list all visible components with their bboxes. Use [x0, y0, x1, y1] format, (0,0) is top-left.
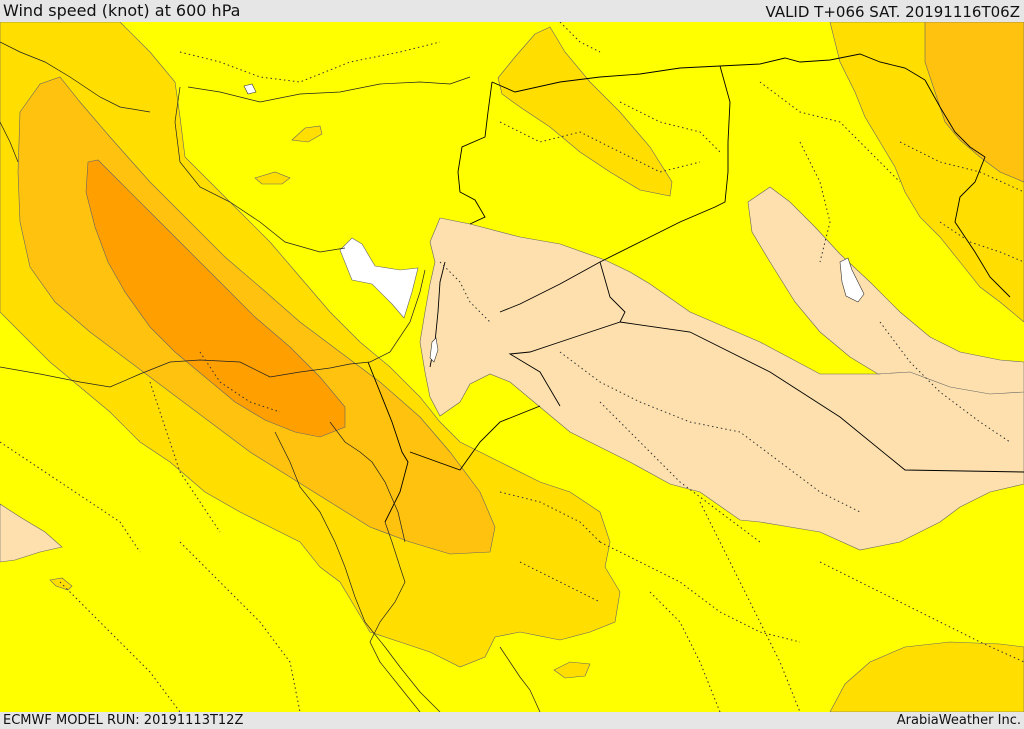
band-gold-small-2: [254, 171, 291, 185]
band-gold-small-4: [49, 577, 73, 591]
band-light-tan-main: [419, 217, 1024, 551]
coastlines: [0, 41, 541, 712]
band-gold-small-1: [291, 125, 323, 143]
band-gold-north: [497, 26, 673, 197]
band-light-orange-ne: [924, 22, 1024, 183]
lake-2: [429, 337, 439, 363]
map-title: Wind speed (knot) at 600 hPa: [3, 1, 241, 20]
map-panel: [0, 22, 1024, 712]
header-bar: Wind speed (knot) at 600 hPa VALID T+066…: [0, 0, 1024, 22]
calm-white-patch: [339, 237, 419, 319]
valid-time-label: VALID T+066 SAT. 20191116T06Z: [765, 3, 1020, 21]
wind-speed-map: [0, 22, 1024, 712]
band-light-orange: [17, 76, 496, 555]
credit-label: ArabiaWeather Inc.: [896, 713, 1021, 728]
footer-bar: ECMWF MODEL RUN: 20191113T12Z ArabiaWeat…: [0, 712, 1024, 729]
country-boundaries: [367, 53, 1024, 523]
band-orange-core: [85, 159, 346, 438]
lake-1: [839, 257, 865, 303]
band-light-tan-west: [0, 503, 63, 563]
lake-3: [243, 83, 257, 95]
band-gold-southeast: [829, 641, 1024, 712]
model-run-label: ECMWF MODEL RUN: 20191113T12Z: [3, 713, 244, 728]
band-light-tan-east: [747, 186, 1024, 395]
band-gold-small-3: [553, 661, 591, 679]
admin-dotted-lines: [0, 22, 1024, 712]
